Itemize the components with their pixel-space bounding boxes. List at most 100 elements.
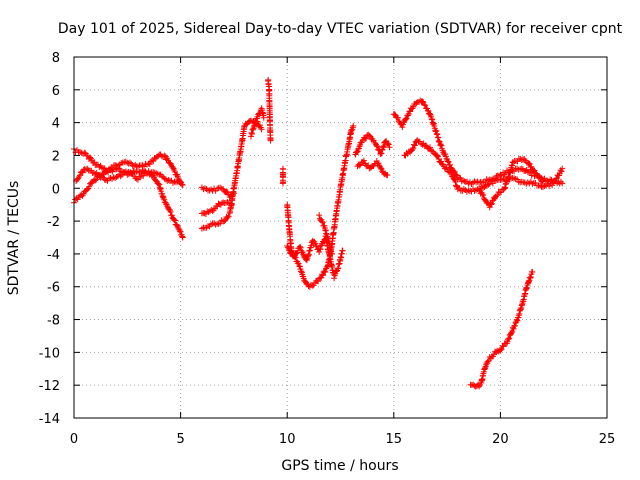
series-trace-e: [198, 117, 265, 232]
data-point: [168, 212, 175, 219]
data-point: [170, 216, 177, 223]
plot-frame: [73, 56, 608, 419]
data-point: [355, 145, 362, 152]
data-point: [212, 221, 219, 228]
data-point: [505, 336, 512, 343]
y-tick-label: -2: [47, 215, 60, 230]
data-point: [386, 144, 393, 151]
data-point: [93, 176, 100, 183]
data-point: [526, 160, 533, 167]
data-point: [377, 165, 384, 172]
x-tick-label: 25: [599, 432, 616, 447]
series-trace-d: [198, 184, 237, 200]
x-axis-title: GPS time / hours: [281, 458, 398, 474]
data-point: [414, 137, 421, 144]
data-point: [447, 168, 454, 175]
data-point: [529, 268, 536, 275]
data-point: [480, 192, 487, 199]
data-point: [384, 172, 391, 179]
data-point: [96, 164, 103, 170]
data-point: [350, 122, 357, 129]
data-point: [434, 152, 441, 159]
data-point: [126, 169, 133, 176]
data-point: [558, 168, 565, 175]
data-point: [427, 144, 434, 151]
data-point: [208, 186, 215, 193]
data-point: [169, 164, 176, 171]
data-point: [411, 142, 418, 149]
data-point: [165, 205, 172, 212]
data-point: [391, 111, 398, 118]
data-point: [267, 137, 274, 144]
series-trace-h: [265, 76, 274, 144]
y-tick-label: 8: [52, 51, 60, 66]
data-point: [164, 203, 171, 210]
data-point: [92, 171, 99, 178]
series-trace-g: [247, 105, 267, 140]
series-trace-m: [352, 131, 393, 158]
data-point: [79, 169, 86, 176]
x-tick-label: 10: [279, 432, 296, 447]
data-point: [524, 179, 531, 186]
data-point: [348, 127, 355, 134]
data-point: [553, 175, 560, 182]
data-point: [107, 167, 114, 174]
data-point: [511, 322, 518, 329]
data-point: [215, 220, 222, 227]
y-tick-label: 0: [52, 182, 60, 197]
data-point: [224, 214, 231, 221]
data-point: [429, 116, 436, 123]
data-point: [293, 250, 300, 257]
data-point: [527, 275, 534, 282]
series-trace-p: [401, 137, 566, 195]
data-point: [167, 208, 174, 215]
data-point: [161, 152, 168, 159]
data-point: [420, 99, 427, 106]
data-point: [331, 275, 338, 282]
data-point: [179, 234, 186, 241]
data-point: [409, 146, 416, 153]
data-point: [92, 177, 99, 184]
data-point: [296, 263, 303, 270]
data-point: [117, 173, 124, 180]
data-point: [98, 164, 105, 171]
y-tick-label: -10: [39, 346, 60, 361]
data-point: [315, 278, 322, 285]
data-point: [296, 243, 303, 250]
data-point: [319, 219, 326, 226]
data-point: [316, 212, 323, 219]
data-point: [536, 173, 543, 180]
series-trace-i: [279, 165, 286, 187]
series-trace-r: [467, 268, 536, 390]
data-point: [519, 156, 526, 163]
data-point: [142, 169, 149, 176]
data-point: [333, 268, 340, 275]
data-point: [179, 233, 186, 240]
y-tick-label: -4: [47, 248, 60, 263]
series-trace-j: [284, 122, 357, 290]
data-point: [101, 176, 108, 183]
data-point: [377, 150, 384, 157]
series-trace-c: [73, 165, 184, 187]
data-point: [328, 250, 335, 257]
data-point: [512, 175, 519, 182]
data-point: [497, 347, 504, 354]
data-point: [484, 358, 491, 365]
data-point: [354, 148, 361, 155]
data-point: [317, 246, 324, 253]
data-point: [260, 114, 267, 121]
data-point: [482, 179, 489, 186]
data-point: [176, 228, 183, 235]
data-point: [468, 188, 475, 195]
grid-layer: [74, 57, 607, 418]
data-point: [86, 154, 93, 161]
data-point: [334, 265, 341, 272]
data-point: [373, 142, 380, 149]
data-point: [400, 119, 407, 126]
data-point: [559, 165, 566, 172]
data-point: [506, 335, 513, 342]
data-point: [518, 157, 525, 164]
series-trace-f: [198, 199, 235, 217]
data-point: [395, 114, 402, 121]
data-point: [486, 204, 493, 211]
